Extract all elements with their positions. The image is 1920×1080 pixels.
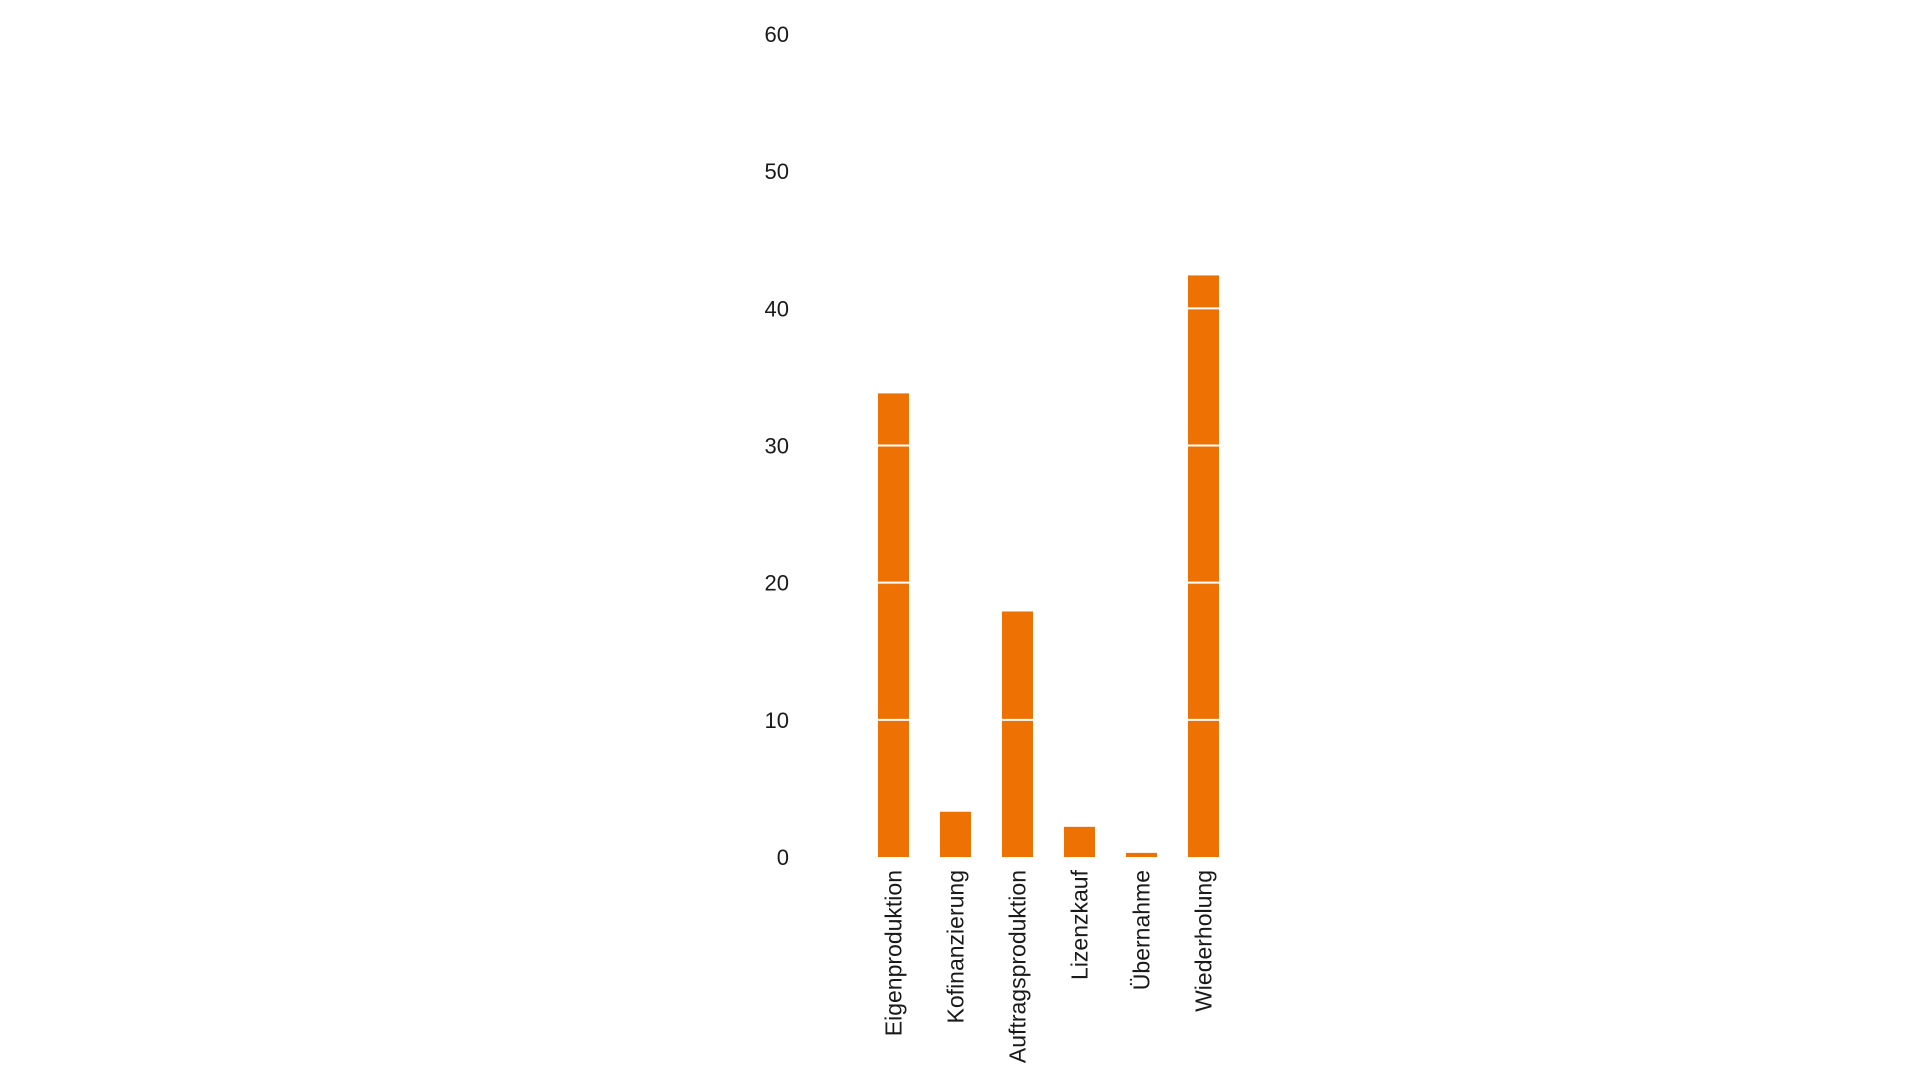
bar-eigenproduktion [878,393,909,857]
y-tick-label-60: 60 [765,22,789,47]
x-tick-label-wiederholung: Wiederholung [1191,870,1217,1012]
y-tick-label-20: 20 [765,571,789,596]
bars [878,275,1219,857]
y-tick-label-0: 0 [777,845,789,870]
x-axis-labels: Eigenproduktion Kofinanzierung Auftragspro… [881,869,1217,1063]
y-tick-label-50: 50 [765,159,789,184]
bar-lizenzkauf [1064,826,1095,857]
x-tick-label-auftragsproduktion: Auftragsproduktion [1005,870,1031,1063]
y-tick-label-10: 10 [765,708,789,733]
x-tick-label-übernahme: Übernahme [1129,870,1155,990]
x-tick-label-lizenzkauf: Lizenzkauf [1067,869,1093,980]
x-tick-label-eigenproduktion: Eigenproduktion [881,870,907,1036]
x-tick-label-kofinanzierung: Kofinanzierung [943,870,969,1023]
y-tick-label-30: 30 [765,434,789,459]
y-tick-label-40: 40 [765,296,789,321]
y-axis-ticks: 0 10 20 30 40 50 60 [765,22,789,870]
bar-kofinanzierung [940,811,971,857]
bar-wiederholung [1188,275,1219,857]
bar-übernahme [1126,852,1157,857]
bar-gridlines [878,307,1219,721]
bar-auftragsproduktion [1002,611,1033,857]
